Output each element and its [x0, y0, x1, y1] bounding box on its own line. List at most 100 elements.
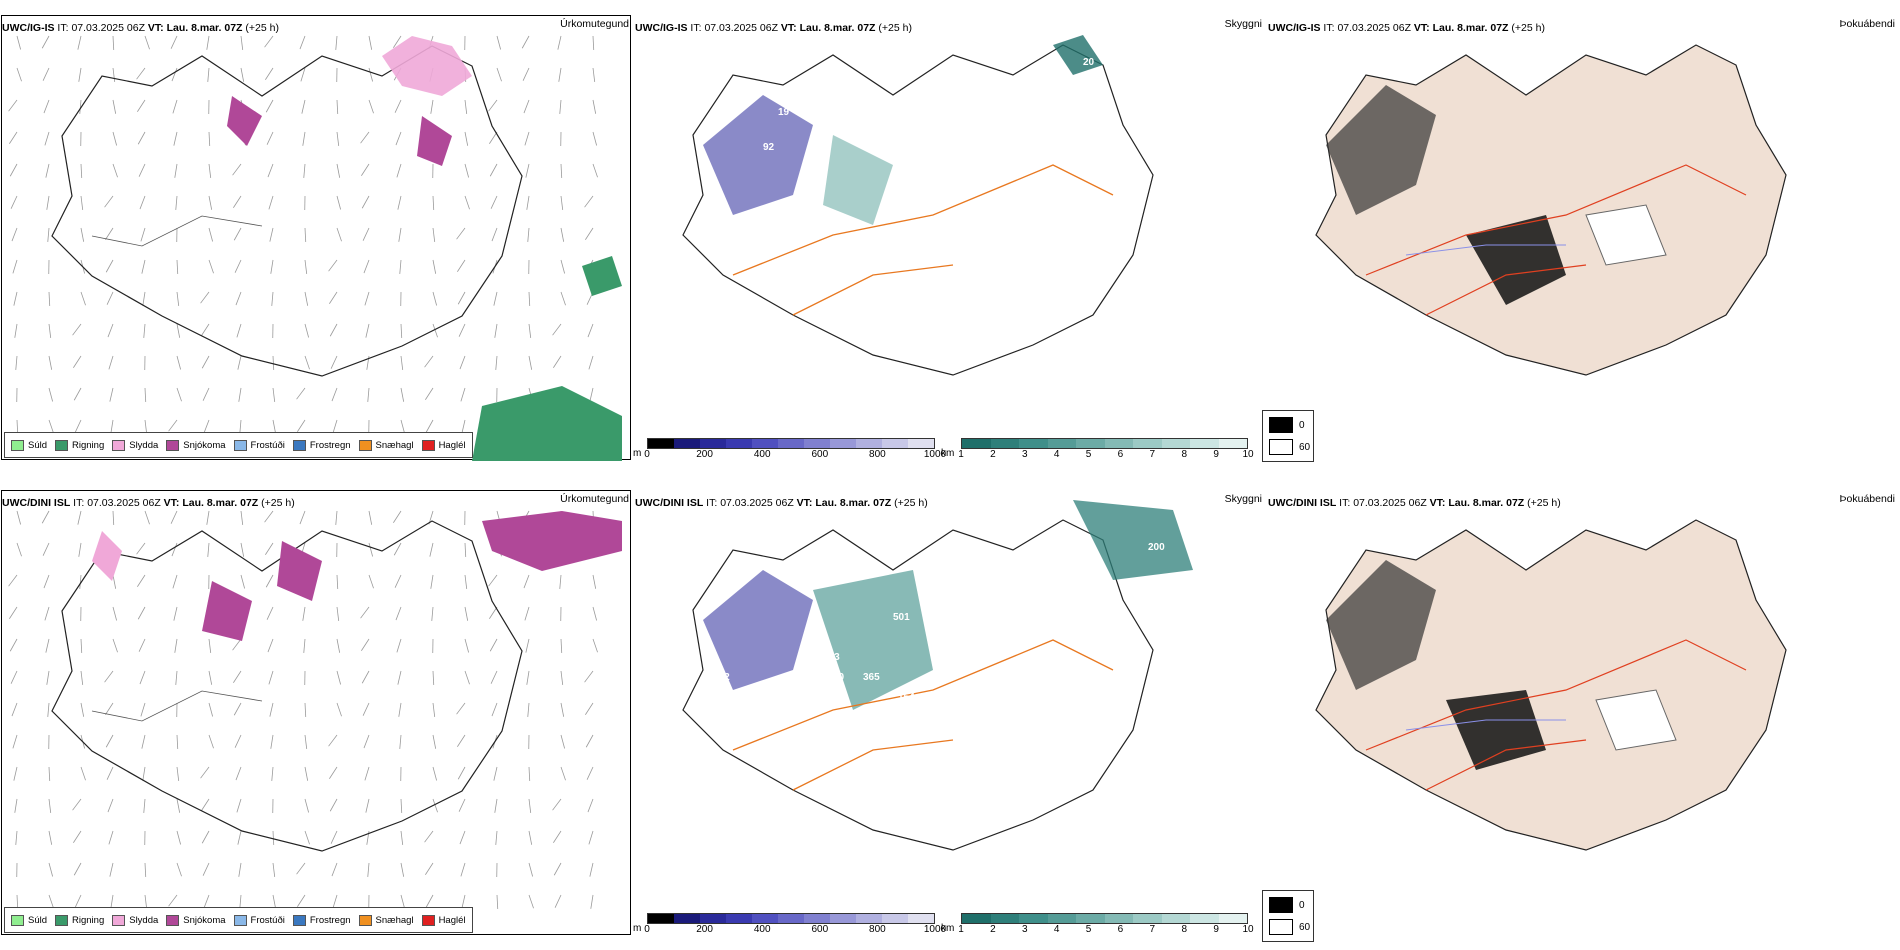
- wind-barb: [200, 291, 210, 304]
- wind-barb: [528, 798, 532, 813]
- wind-barb: [272, 419, 277, 434]
- wind-barb: [142, 291, 146, 306]
- wind-barb: [400, 894, 406, 909]
- wind-barb: [16, 510, 22, 525]
- wind-barb: [464, 195, 470, 210]
- wind-barb: [559, 574, 562, 589]
- wind-barb: [112, 99, 117, 114]
- wind-barb: [299, 35, 306, 50]
- colorbar-cell: [1047, 439, 1076, 448]
- wind-barb: [48, 387, 54, 402]
- legend-label: Rigning: [72, 439, 105, 451]
- colorbar-cell: [804, 914, 830, 923]
- wind-barb: [329, 323, 338, 337]
- wind-barb: [395, 606, 402, 621]
- swatch: [166, 439, 180, 451]
- wind-barb: [588, 830, 594, 845]
- wind-barb: [109, 862, 114, 877]
- wind-barb: [73, 355, 82, 368]
- wind-barb: [300, 67, 306, 82]
- colorbar-cell: [752, 914, 778, 923]
- legend-label: Frostregn: [309, 439, 351, 451]
- ceiling-scale: 0 200 400 600 800 1000 m: [633, 913, 946, 936]
- iceland-coastline: [682, 44, 1154, 376]
- wind-barb: [297, 419, 306, 432]
- wind-barb: [10, 195, 18, 209]
- scale-tick: 600: [811, 449, 829, 460]
- wind-barb: [304, 702, 307, 718]
- map-label: 16: [728, 557, 740, 568]
- it-label: IT:: [1339, 497, 1351, 509]
- wind-barb: [137, 99, 146, 112]
- wind-barb: [202, 387, 210, 401]
- wind-barb: [464, 163, 470, 178]
- sleet-area: [382, 36, 472, 96]
- swatch: [233, 439, 247, 451]
- wind-barb: [496, 894, 499, 910]
- wind-barb: [490, 670, 498, 684]
- wind-barb: [592, 67, 596, 82]
- wind-barb: [272, 355, 275, 371]
- wind-barb: [394, 574, 402, 588]
- wind-barb: [396, 163, 402, 178]
- wind-barb: [525, 638, 530, 653]
- wind-barb: [331, 387, 338, 402]
- map-label: 153: [823, 652, 840, 663]
- precip-legend: Súld Rigning Slydda Snjókoma Frostúði Fr…: [4, 907, 473, 933]
- wind-barb: [207, 67, 210, 82]
- wind-barb: [201, 798, 210, 811]
- scale-tick: 6: [1117, 449, 1124, 460]
- low-visibility-area: [813, 570, 933, 710]
- wind-barb: [208, 195, 213, 210]
- wind-barb: [331, 862, 338, 877]
- wind-barb: [432, 734, 437, 749]
- wind-barb: [48, 355, 53, 370]
- fog-dark-area-2: [1466, 215, 1566, 305]
- wind-barb: [592, 35, 595, 51]
- wind-barb: [368, 510, 373, 525]
- wind-barb: [400, 862, 405, 877]
- legend-label: Rigning: [72, 914, 105, 926]
- ceiling-ticks: 0 200 400 600 800 1000: [644, 924, 946, 936]
- wind-barb: [432, 291, 438, 306]
- wind-barb: [336, 606, 340, 621]
- map-label: 92: [763, 142, 775, 153]
- lead-time: (+25 h): [1511, 22, 1545, 34]
- legend-label: Súld: [28, 439, 48, 451]
- wind-barb: [269, 702, 274, 717]
- swatch: [11, 439, 24, 451]
- wind-barb: [336, 670, 342, 685]
- wind-barb: [425, 419, 434, 433]
- visibility-scale: 1 2 3 4 5 6 7 8 9 10 km: [941, 913, 1254, 935]
- low-visibility-area: [823, 135, 893, 225]
- wind-barb: [464, 670, 470, 685]
- map-label: 16: [773, 207, 785, 218]
- wind-barb: [239, 419, 242, 434]
- colorbar-cell: [908, 914, 934, 923]
- wind-barb: [336, 227, 342, 242]
- wind-barb: [332, 894, 338, 909]
- model-name: UWC/IG-IS: [635, 22, 688, 34]
- wind-barb: [457, 259, 466, 272]
- wind-barb: [560, 195, 564, 210]
- wind-barb: [234, 734, 242, 748]
- vt-value: Lau. 8.mar. 07Z: [799, 22, 876, 34]
- wind-barb: [303, 638, 306, 653]
- wind-barb: [432, 702, 436, 717]
- wind-barb: [143, 798, 146, 813]
- wind-barb: [297, 894, 306, 907]
- fog-panel-bottom: UWC/DINI ISL IT: 07.03.2025 06Z VT: Lau.…: [1266, 475, 1899, 950]
- colorbar-cell: [726, 439, 752, 448]
- colorbar-cell: [1218, 439, 1247, 448]
- legend-item: Súld: [11, 439, 48, 451]
- legend-item: Snjókoma: [166, 914, 226, 926]
- wind-barb: [361, 670, 370, 684]
- vt-label: VT:: [163, 497, 180, 509]
- wind-barb: [587, 323, 594, 338]
- wind-barb: [43, 99, 50, 114]
- colorbar-cell: [700, 439, 726, 448]
- wind-barb: [176, 323, 181, 338]
- wind-barb: [16, 419, 19, 435]
- wind-barb: [592, 131, 598, 146]
- wind-barb: [464, 131, 469, 146]
